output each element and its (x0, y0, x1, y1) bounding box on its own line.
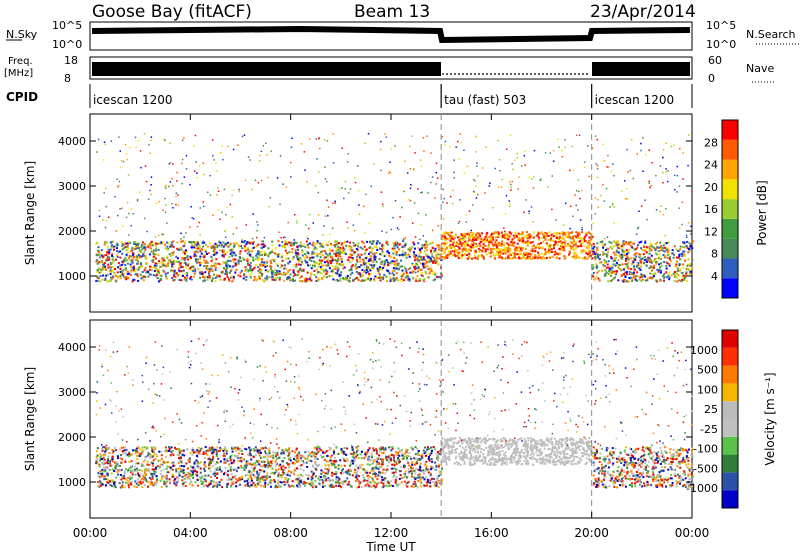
power-colorbar-tick: 28 (704, 136, 718, 149)
velocity-colorbar-tick: 25 (704, 403, 718, 416)
velocity-colorbar-tick: -100 (693, 443, 718, 456)
velocity-colorbar-tick: -25 (700, 423, 718, 436)
freq-bar-3 (592, 62, 690, 76)
xtick-label: 00:00 (675, 526, 710, 540)
xtick-label: 04:00 (173, 526, 208, 540)
power-colorbar-tick: 24 (704, 159, 718, 172)
cpid-strip: CPID icescan 1200 tau (fast) 503 icescan 1… (6, 84, 693, 108)
velocity-ytick-label: 1000 (58, 476, 86, 489)
nsky-trace (91, 25, 691, 44)
power-colorbar-tick: 20 (704, 181, 718, 194)
velocity-colorbar-tick: 1000 (690, 344, 718, 357)
power-colorbar-label: Power [dB] (755, 180, 769, 245)
beam-title: Beam 13 (354, 2, 430, 22)
freq-tick-high: 18 (64, 54, 78, 67)
freq-unit-label: [MHz] (4, 68, 33, 79)
xtick-label: 12:00 (374, 526, 409, 540)
power-ytick-label: 3000 (58, 180, 86, 193)
power-colorbar-tick: 12 (704, 225, 718, 238)
nsearch-label: N.Search (746, 28, 796, 41)
power-ytick-label: 1000 (58, 270, 86, 283)
nsky-tick-high: 10^5 (52, 19, 82, 32)
velocity-colorbar: 1000 500 100 25 -25 -100 -500 -1000 (686, 329, 739, 509)
cpid-label: CPID (6, 90, 38, 104)
freq-label: Freq. (8, 56, 33, 67)
power-ytick-label: 4000 (58, 135, 86, 148)
power-colorbar-tick: 16 (704, 203, 718, 216)
xtick-label: 08:00 (273, 526, 308, 540)
freq-bar-1 (92, 62, 441, 76)
xtick-label: 16:00 (474, 526, 509, 540)
velocity-colorbar-tick: -500 (693, 462, 718, 475)
velocity-ylabel: Slant Range [km] (23, 367, 37, 471)
power-ylabel: Slant Range [km] (23, 161, 37, 265)
power-ytick-label: 2000 (58, 225, 86, 238)
velocity-ytick-label: 2000 (58, 431, 86, 444)
xtick-label: 00:00 (73, 526, 108, 540)
power-heatmap (95, 114, 694, 312)
velocity-heatmap (95, 320, 694, 518)
nave-tick-high: 60 (708, 54, 722, 67)
nave-tick-low: 0 (708, 72, 715, 85)
cpid-segment-label: icescan 1200 (93, 93, 172, 107)
velocity-colorbar-label: Velocity [m s⁻¹] (763, 372, 777, 465)
velocity-panel: Slant Range [km] Velocity [m s⁻¹] Time U… (23, 319, 777, 554)
cpid-segment-label: icescan 1200 (595, 93, 674, 107)
power-colorbar-tick: 4 (711, 270, 718, 283)
velocity-ytick-label: 4000 (58, 341, 86, 354)
velocity-ytick-label: 3000 (58, 386, 86, 399)
velocity-colorbar-tick: 500 (697, 364, 718, 377)
nsky-label: N.Sky (6, 28, 38, 41)
nsky-tick-low: 10^0 (52, 38, 82, 51)
date-title: 23/Apr/2014 (590, 2, 696, 22)
power-colorbar: 28 24 20 16 12 8 4 (704, 119, 739, 299)
power-colorbar-tick: 8 (711, 248, 718, 261)
nsearch-tick-high: 10^5 (706, 19, 736, 32)
sky-search-strip: N.Sky 10^5 10^0 10^5 10^0 N.Search (6, 19, 800, 51)
velocity-colorbar-tick: -1000 (686, 482, 718, 495)
power-panel: Slant Range [km] Power [dB] (23, 113, 769, 313)
freq-tick-low: 8 (64, 72, 71, 85)
station-title: Goose Bay (fitACF) (92, 2, 252, 22)
x-axis-label: Time UT (365, 540, 416, 554)
nave-label: Nave (746, 62, 774, 75)
xtick-label: 20:00 (574, 526, 609, 540)
freq-nave-strip: Freq. [MHz] 18 8 60 0 Nave (4, 54, 774, 85)
velocity-colorbar-tick: 100 (697, 383, 718, 396)
cpid-segment-label: tau (fast) 503 (444, 93, 526, 107)
nsearch-tick-low: 10^0 (706, 38, 736, 51)
